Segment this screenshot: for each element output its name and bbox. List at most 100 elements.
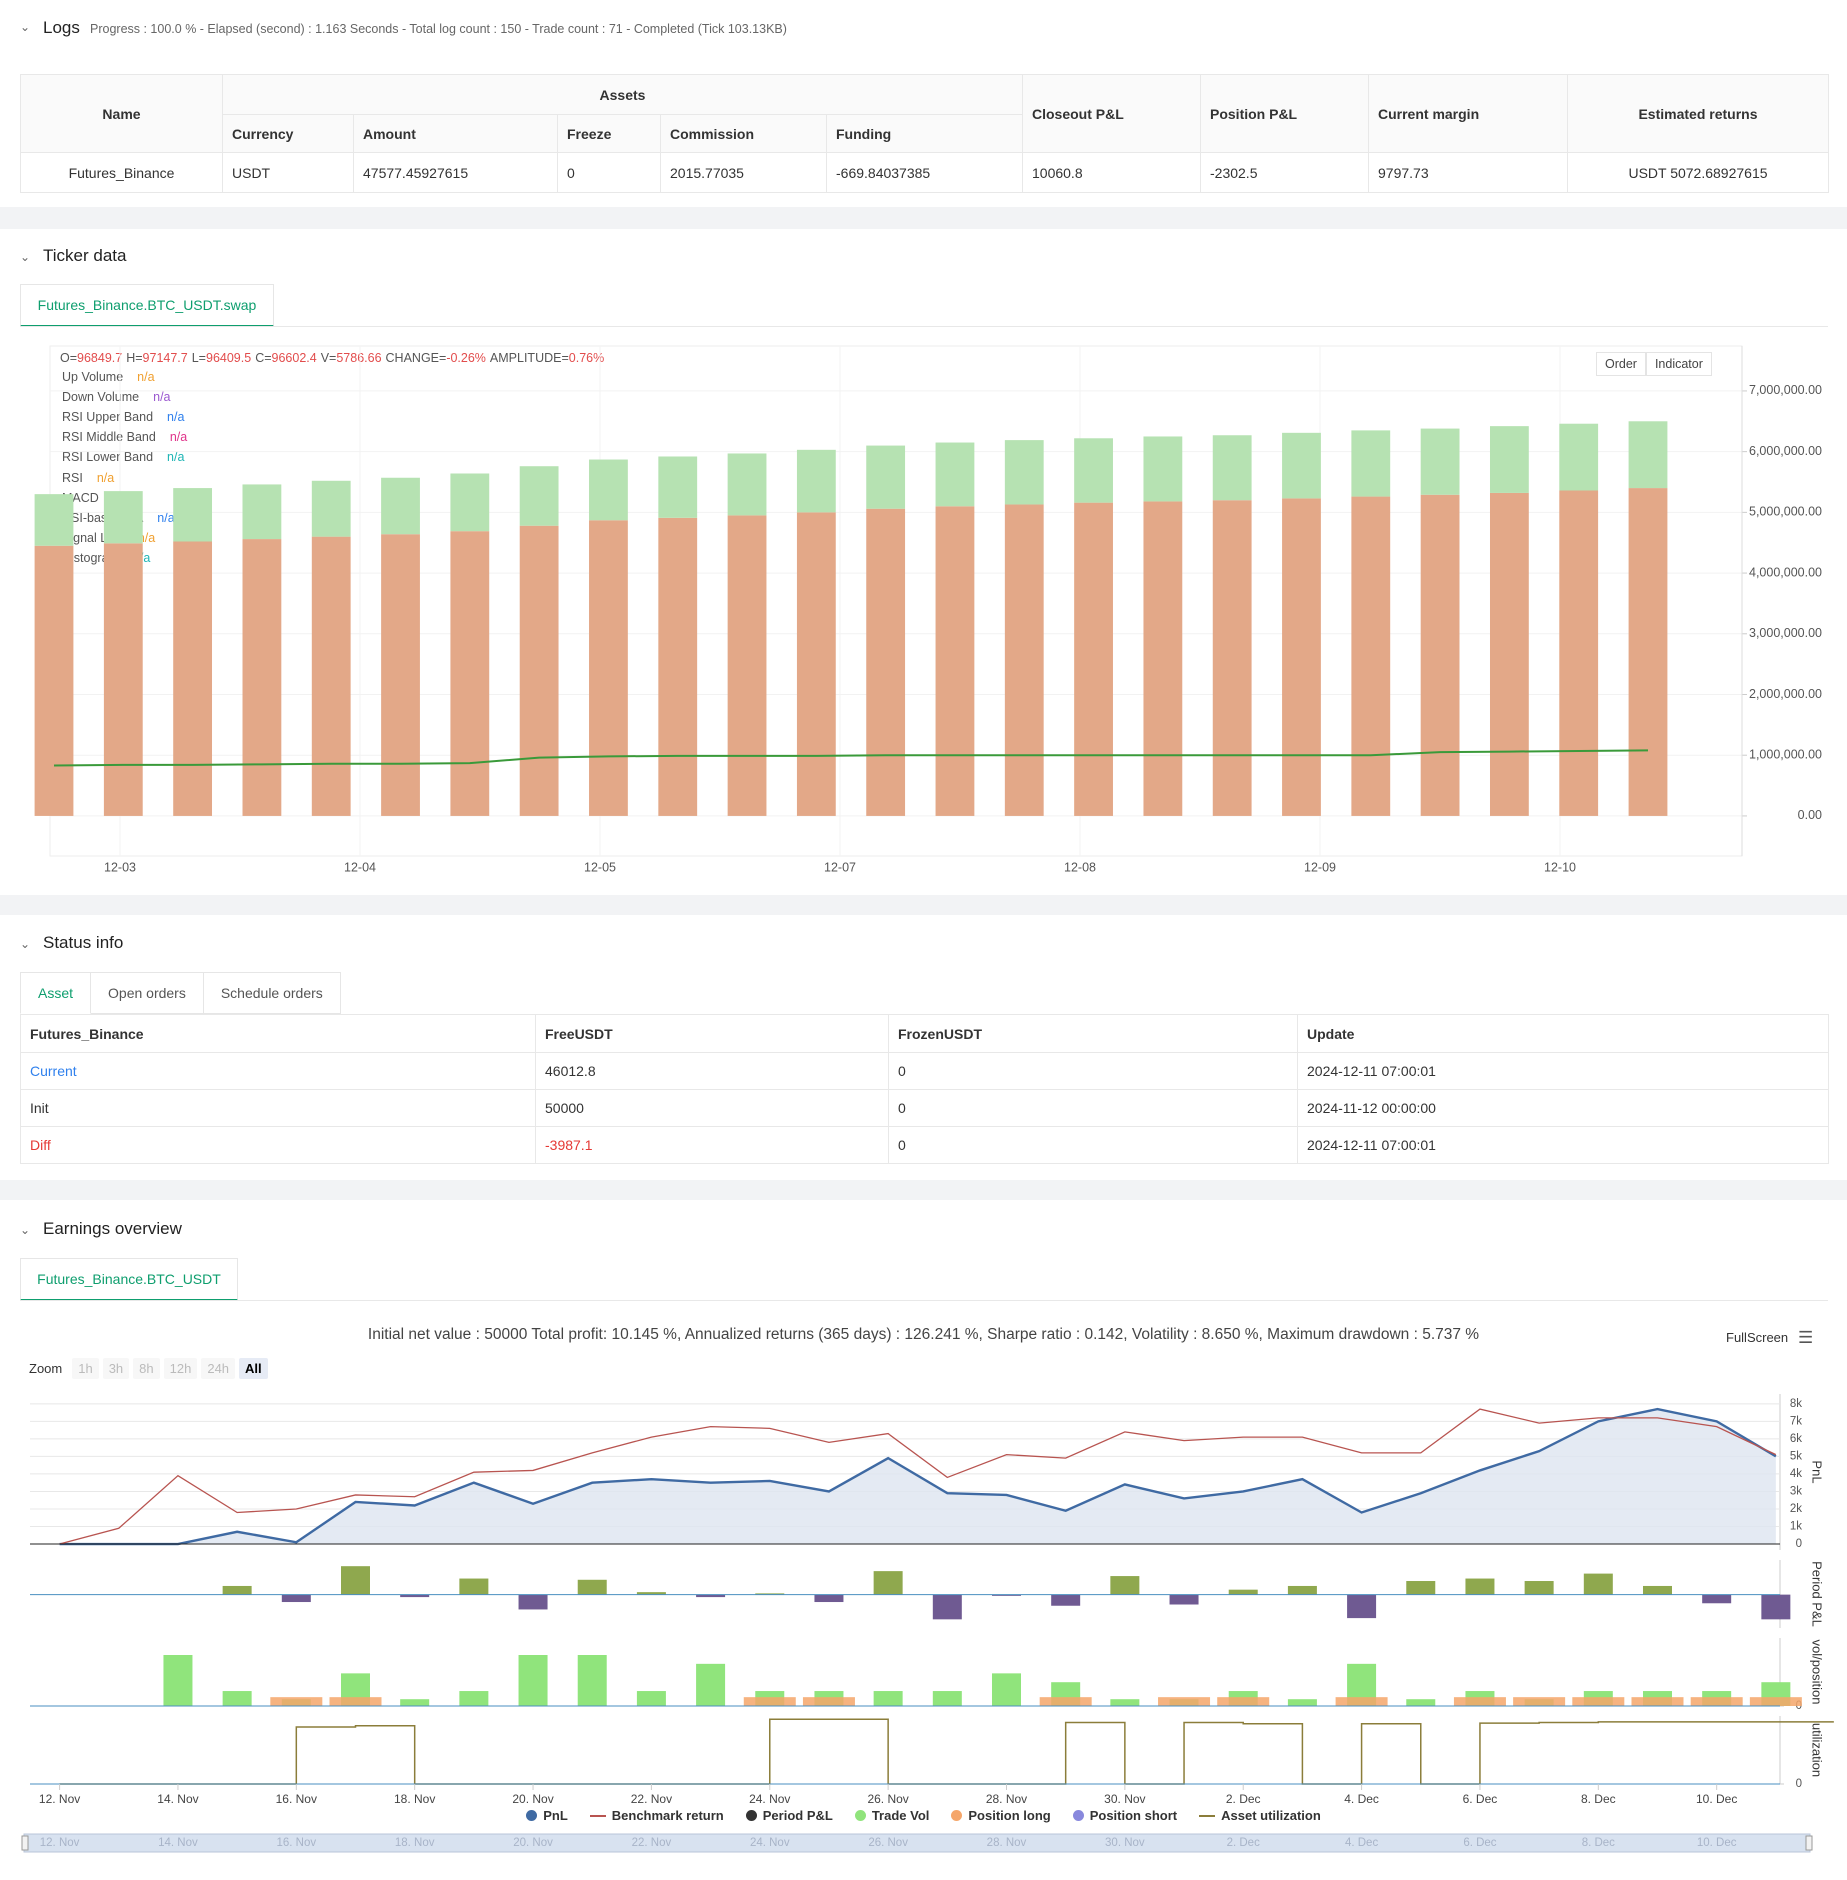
chart-button[interactable]: Order: [1596, 352, 1646, 376]
bar: [281, 1594, 311, 1603]
bar: [1110, 1699, 1140, 1706]
bar-segment: [450, 473, 490, 532]
fullscreen-button[interactable]: FullScreen: [1726, 1330, 1789, 1345]
bar: [636, 1691, 666, 1706]
bar: [1465, 1578, 1495, 1595]
bar: [1453, 1697, 1506, 1706]
navigator-label: 2. Dec: [1227, 1837, 1260, 1849]
tab[interactable]: Open orders: [91, 972, 204, 1014]
ohlc-key: V=: [320, 351, 337, 365]
bar: [1051, 1594, 1081, 1606]
bar-segment: [866, 445, 906, 509]
navigator-label: 10. Dec: [1697, 1837, 1737, 1849]
cell: -2302.5: [1200, 152, 1369, 193]
legend-marker: [951, 1810, 963, 1821]
bar: [755, 1593, 785, 1595]
bar-segment: [34, 494, 74, 546]
tab[interactable]: Asset: [20, 972, 92, 1014]
bar-segment: [173, 488, 213, 542]
bar: [1631, 1697, 1684, 1706]
bar-segment: [589, 520, 628, 816]
collapse-icon[interactable]: ⌄: [20, 1223, 31, 1237]
legend-item[interactable]: Benchmark return: [589, 1808, 724, 1823]
bar: [932, 1691, 962, 1706]
bar-segment: [519, 466, 559, 526]
bar-segment: [1559, 490, 1599, 816]
legend-item[interactable]: Position short: [1072, 1808, 1177, 1823]
cell: 2024-11-12 00:00:00: [1297, 1089, 1829, 1127]
section-title: Logs: [43, 18, 80, 37]
legend-value: n/a: [153, 390, 171, 405]
legend-item[interactable]: Asset utilization: [1199, 1808, 1321, 1823]
legend-item[interactable]: PnL: [526, 1808, 568, 1823]
line-series: [59, 1407, 1777, 1546]
bar: [459, 1691, 489, 1706]
legend-item[interactable]: Position long: [951, 1808, 1051, 1823]
bar: [696, 1663, 726, 1706]
status-tabs: Asset Open orders Schedule orders: [20, 972, 341, 1014]
collapse-icon[interactable]: ⌄: [20, 20, 31, 34]
cell: 2015.77035: [660, 152, 827, 193]
ticker-buttons: Order Indicator: [1596, 352, 1712, 376]
menu-icon[interactable]: ☰: [1798, 1328, 1814, 1347]
bar-segment: [1212, 435, 1252, 501]
legend-entry: Up Volume n/a: [62, 370, 155, 384]
ohlc-value: 96602.4: [271, 351, 317, 365]
legend-item[interactable]: Trade Vol: [854, 1808, 929, 1823]
bar-segment: [796, 512, 836, 816]
legend-value: n/a: [167, 450, 185, 465]
legend-marker: [854, 1810, 866, 1821]
bar: [873, 1571, 903, 1595]
legend-marker: [1199, 1814, 1216, 1817]
bar-segment: [1212, 500, 1252, 816]
chart-button[interactable]: Indicator: [1645, 352, 1712, 376]
section-gap: [0, 895, 1847, 915]
section-title: Earnings overview: [43, 1219, 182, 1238]
x-tick-label: 2. Dec: [1226, 1792, 1261, 1806]
bar: [577, 1655, 607, 1706]
navigator-label: 6. Dec: [1463, 1837, 1496, 1849]
y-tick-label: 7,000,000.00: [1749, 383, 1822, 397]
bar-segment: [866, 508, 906, 816]
x-tick-label: 12-05: [584, 860, 616, 874]
legend-item[interactable]: Period P&L: [745, 1808, 833, 1823]
cell: 9797.73: [1368, 152, 1568, 193]
bar: [991, 1594, 1021, 1596]
bar: [636, 1592, 666, 1595]
bar: [1110, 1576, 1140, 1595]
zoom-button[interactable]: 24h: [201, 1358, 236, 1379]
collapse-icon[interactable]: ⌄: [20, 937, 31, 951]
x-tick-label: 6. Dec: [1463, 1792, 1498, 1806]
tab[interactable]: Schedule orders: [203, 972, 341, 1014]
navigator-handle: [21, 1835, 29, 1851]
bar: [1642, 1585, 1672, 1595]
data-row: Futures_Binance USDT 47577.45927615 0 2015.7…: [20, 152, 1829, 193]
ohlc-key: H=: [126, 351, 143, 365]
navigator-label: 8. Dec: [1582, 1837, 1615, 1849]
zoom-button[interactable]: All: [239, 1358, 268, 1379]
zoom-button[interactable]: 1h: [72, 1358, 99, 1379]
zoom-button[interactable]: 12h: [163, 1358, 198, 1379]
x-tick-label: 22. Nov: [631, 1792, 672, 1806]
bar: [1228, 1589, 1258, 1595]
bar-segment: [1074, 502, 1113, 816]
bar: [340, 1566, 370, 1595]
collapse-icon[interactable]: ⌄: [20, 250, 31, 264]
bar: [1217, 1697, 1270, 1706]
zoom-button[interactable]: 3h: [102, 1358, 130, 1379]
bar: [743, 1697, 796, 1706]
bar: [459, 1578, 489, 1595]
zoom-button[interactable]: 8h: [133, 1358, 160, 1379]
bar-segment: [1628, 421, 1668, 489]
legend-name: RSI Middle Band: [62, 430, 156, 445]
bar-segment: [242, 539, 282, 816]
zoom-label: Zoom: [29, 1361, 63, 1376]
earnings-summary: Initial net value : 50000 Total profit: …: [367, 1326, 1480, 1343]
symbol-tab[interactable]: Futures_Binance.BTC_USDT: [20, 1258, 238, 1301]
bar-segment: [1420, 494, 1460, 816]
symbol-tab[interactable]: Futures_Binance.BTC_USDT.swap: [20, 284, 274, 327]
bar: [1513, 1697, 1566, 1706]
navigator-label: 26. Nov: [868, 1837, 908, 1849]
divider: [20, 1300, 1828, 1301]
